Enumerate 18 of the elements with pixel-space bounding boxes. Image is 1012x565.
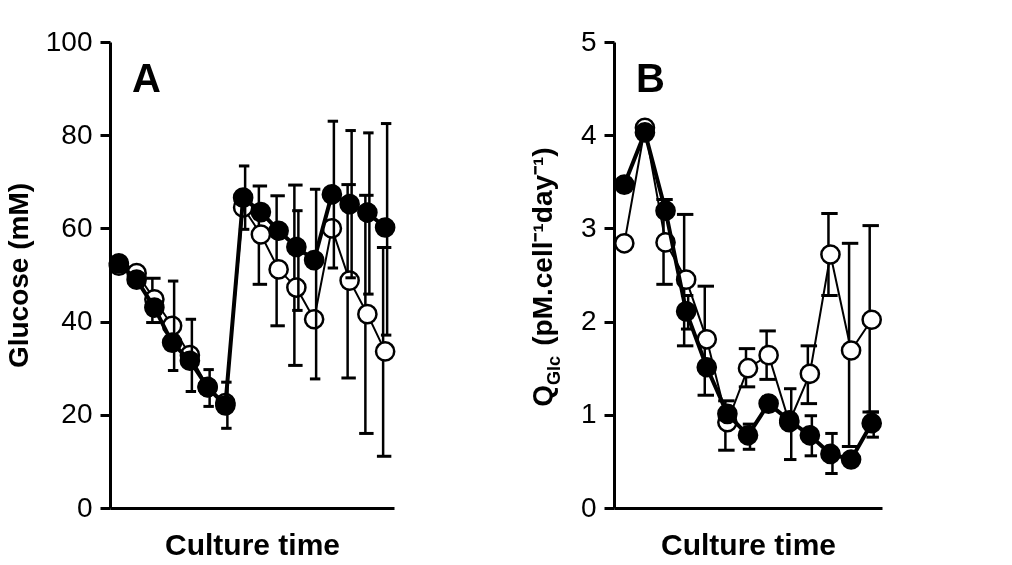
annotation: B (636, 56, 665, 100)
y-axis-title: QGlc (pM.cell⁻¹day⁻¹) (527, 147, 564, 407)
y-tick-label: 5 (580, 25, 597, 57)
y-axis-title: Glucose (mM) (2, 182, 34, 369)
y-tick-label: 2 (580, 305, 597, 337)
y-tick-label: 0 (580, 491, 597, 523)
y-tick-label: 1 (580, 398, 597, 430)
y-tick-label: 4 (580, 118, 597, 150)
y-tick-label: 60 (61, 211, 93, 243)
annotation: A (132, 56, 161, 100)
y-tick-label: 0 (76, 491, 93, 523)
y-tick-label: 100 (45, 25, 93, 57)
x-axis-title: Culture time (660, 527, 837, 561)
y-tick-label: 40 (61, 305, 93, 337)
x-axis-title: Culture time (164, 527, 341, 561)
y-tick-label: 80 (61, 118, 93, 150)
y-tick-label: 20 (61, 398, 93, 430)
y-tick-label: 3 (580, 211, 597, 243)
